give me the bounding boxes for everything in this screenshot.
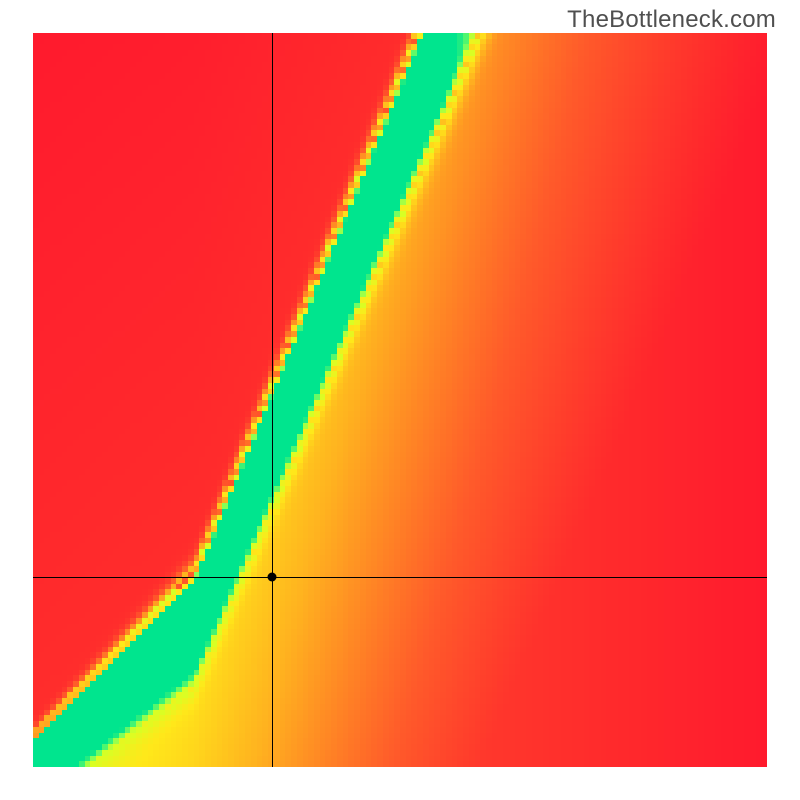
heatmap-canvas (33, 33, 767, 767)
watermark-text: TheBottleneck.com (567, 6, 776, 34)
heatmap-frame (33, 33, 767, 767)
crosshair-horizontal (33, 577, 767, 578)
crosshair-marker (268, 572, 277, 581)
crosshair-vertical (272, 33, 273, 767)
